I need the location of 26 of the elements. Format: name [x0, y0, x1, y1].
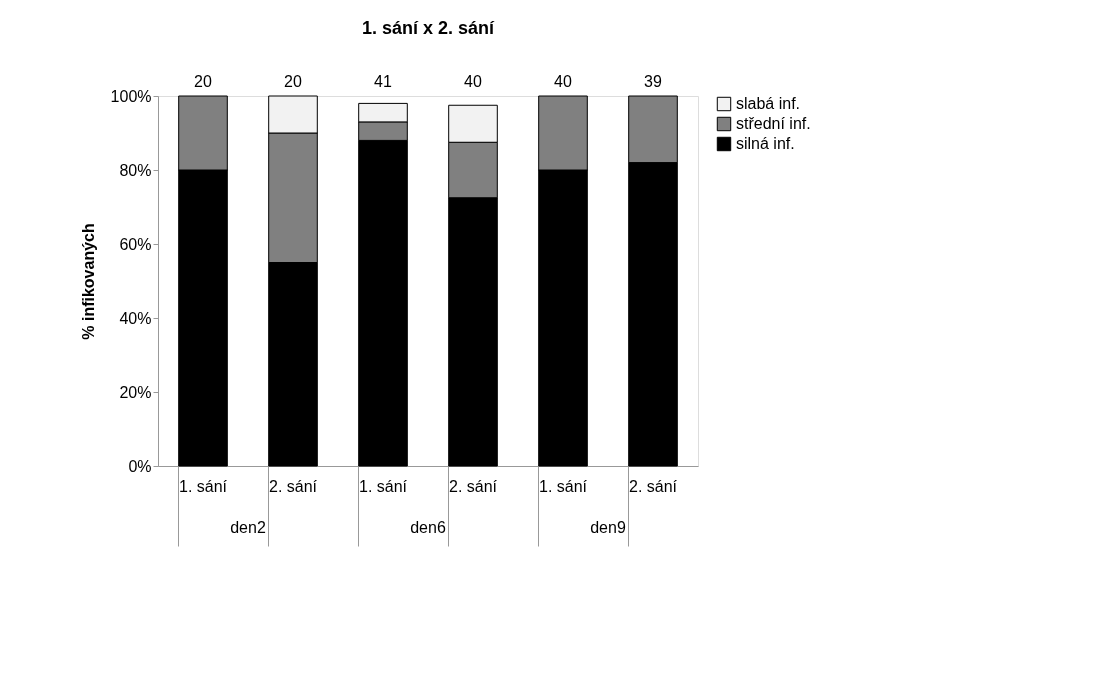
- x-tick-label: 2. sání: [628, 477, 678, 495]
- legend-label: slabá inf.: [736, 95, 801, 112]
- x-tick-label: 1. sání: [358, 477, 408, 495]
- y-tick-label: 20%: [119, 383, 152, 401]
- text: den2: [230, 519, 266, 536]
- text: 39: [644, 73, 662, 90]
- x-tick-label: 1. sání: [178, 477, 228, 495]
- y-tick-label: 80%: [119, 161, 152, 179]
- y-tick-label: 0%: [128, 457, 152, 475]
- y-tick-label: 100%: [110, 87, 152, 105]
- x-tick-label: 2. sání: [268, 477, 318, 495]
- text: 40: [464, 73, 482, 90]
- text: 20: [284, 73, 302, 90]
- chart-title: 1. sání x 2. sání: [361, 18, 496, 38]
- text: 41: [374, 73, 392, 90]
- x-tick-label: 1. sání: [538, 477, 588, 495]
- legend-label: silná inf.: [736, 135, 795, 152]
- y-axis-title: % infikovaných: [79, 223, 97, 340]
- legend-label: střední inf.: [736, 115, 811, 132]
- text: 40: [554, 73, 572, 90]
- y-tick-label: 40%: [119, 309, 152, 327]
- y-tick-label: 60%: [119, 235, 152, 253]
- text: den9: [590, 519, 626, 536]
- x-tick-label: 2. sání: [448, 477, 498, 495]
- text: den6: [410, 519, 446, 536]
- text: 20: [194, 73, 212, 90]
